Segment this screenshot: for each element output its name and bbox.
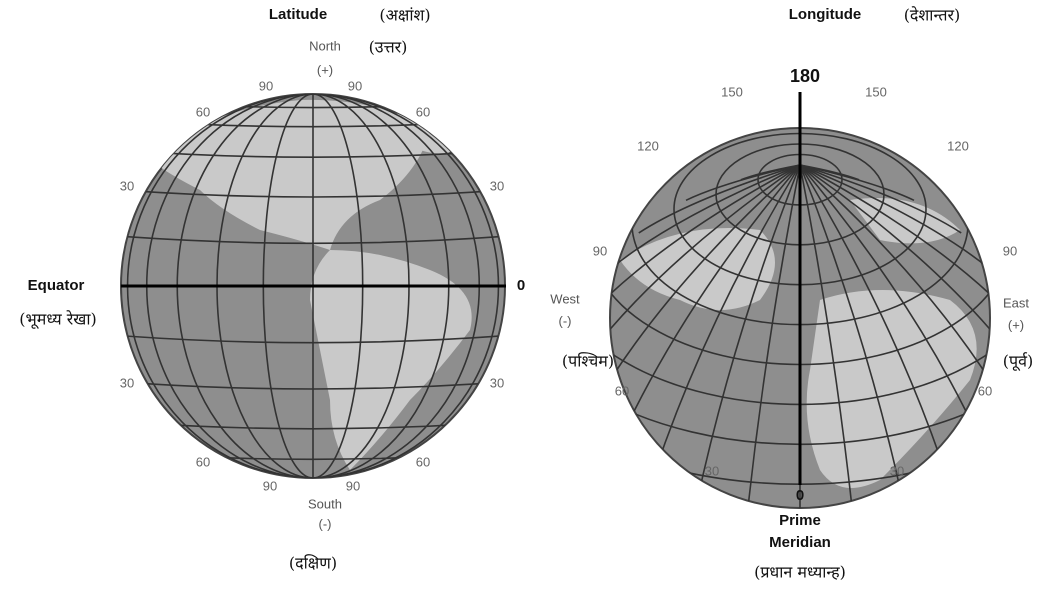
meridian bbox=[740, 164, 801, 508]
degree: 30 bbox=[490, 375, 504, 390]
degree: 60 bbox=[196, 104, 210, 119]
meridian: Meridian bbox=[769, 534, 831, 551]
longitude-globe bbox=[609, 92, 991, 509]
degree: 150 bbox=[721, 84, 743, 99]
west-hindi: (पश्चिम) bbox=[562, 352, 614, 371]
meridian bbox=[799, 164, 990, 379]
degree: 30 bbox=[705, 463, 719, 478]
meridian bbox=[799, 164, 990, 432]
east-hindi: (पूर्व) bbox=[1003, 352, 1033, 372]
prime-value: 0 bbox=[796, 487, 804, 504]
south: South bbox=[308, 496, 342, 511]
equator-value: 0 bbox=[517, 277, 525, 294]
degree: 90 bbox=[263, 478, 277, 493]
east-sign: (+) bbox=[1008, 317, 1024, 332]
degree: 90 bbox=[348, 78, 362, 93]
meridian bbox=[610, 164, 801, 432]
title-hindi: (अक्षांश) bbox=[379, 6, 430, 25]
meridian bbox=[685, 164, 801, 202]
meridian bbox=[799, 164, 990, 277]
meridian bbox=[799, 164, 860, 181]
degree: 30 bbox=[120, 375, 134, 390]
title: Longitude bbox=[789, 6, 861, 23]
meridian bbox=[799, 164, 990, 326]
degree: 60 bbox=[978, 383, 992, 398]
meridian bbox=[610, 164, 801, 277]
title-hindi: (देशान्तर) bbox=[904, 6, 961, 25]
title: Latitude bbox=[269, 6, 327, 23]
meridian bbox=[610, 164, 801, 379]
top-value: 180 bbox=[790, 66, 820, 86]
degree: 90 bbox=[593, 243, 607, 258]
equator-hindi: (भूमध्य रेखा) bbox=[19, 310, 96, 330]
latitude-globe bbox=[120, 93, 506, 479]
degree: 120 bbox=[637, 138, 659, 153]
meridian bbox=[610, 164, 801, 326]
degree: 90 bbox=[1003, 243, 1017, 258]
degree: 60 bbox=[196, 454, 210, 469]
north-sign: (+) bbox=[317, 62, 333, 77]
degree: 30 bbox=[490, 178, 504, 193]
north-hindi: (उत्तर) bbox=[369, 38, 408, 57]
west-sign: (-) bbox=[559, 313, 572, 328]
degree: 150 bbox=[865, 84, 887, 99]
degree: 90 bbox=[259, 78, 273, 93]
south-hindi: (दक्षिण) bbox=[289, 554, 337, 573]
equator: Equator bbox=[28, 277, 85, 294]
meridian bbox=[799, 164, 860, 508]
meridian bbox=[638, 164, 801, 234]
north: North bbox=[309, 38, 341, 53]
degree: 120 bbox=[947, 138, 969, 153]
south-sign: (-) bbox=[319, 516, 332, 531]
prime-hindi: (प्रधान मध्यान्ह) bbox=[754, 563, 846, 582]
degree: 30 bbox=[120, 178, 134, 193]
degree: 30 bbox=[890, 463, 904, 478]
degree: 60 bbox=[416, 454, 430, 469]
east: East bbox=[1003, 295, 1029, 310]
degree: 90 bbox=[346, 478, 360, 493]
degree: 60 bbox=[416, 104, 430, 119]
meridian bbox=[799, 164, 962, 234]
west: West bbox=[550, 291, 580, 306]
prime: Prime bbox=[779, 512, 821, 529]
degree: 60 bbox=[615, 383, 629, 398]
